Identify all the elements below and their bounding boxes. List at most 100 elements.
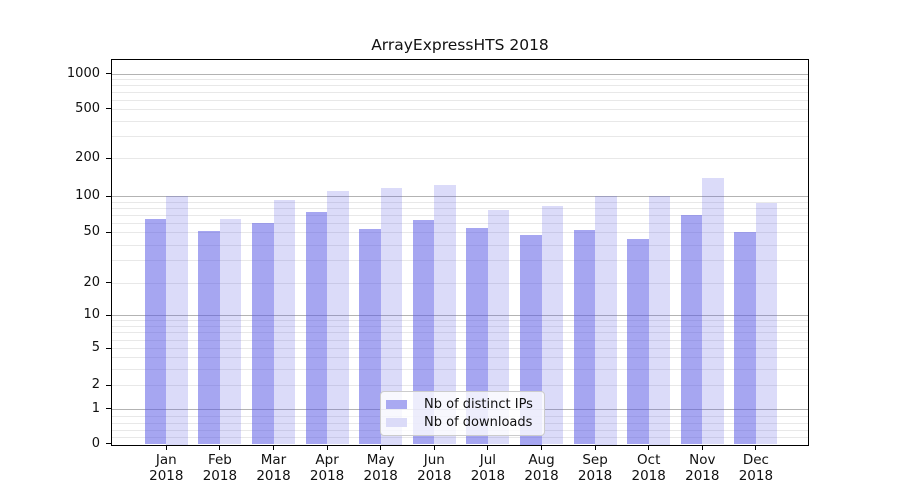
x-tick-label-jun: Jun 2018 xyxy=(417,451,452,485)
gridline-4 xyxy=(112,357,808,359)
gridline-900 xyxy=(112,79,808,80)
x-tick-feb xyxy=(219,445,221,450)
gridline-7 xyxy=(112,332,808,334)
gridline-300 xyxy=(112,136,808,138)
bar-downloads-nov xyxy=(702,177,724,445)
y-tick-label-1000: 1000 xyxy=(66,65,100,81)
gridline-200 xyxy=(112,158,808,160)
gridline-8 xyxy=(112,325,808,327)
distinct-ips-swatch-icon xyxy=(386,400,407,409)
bar-ips-jun xyxy=(412,220,435,445)
gridline-30 xyxy=(112,260,808,262)
y-tick-label-20: 20 xyxy=(83,274,100,290)
bar-downloads-oct xyxy=(648,196,671,445)
x-tick-label-jul: Jul 2018 xyxy=(470,451,506,485)
gridline-1000 xyxy=(112,73,808,75)
gridline-100 xyxy=(112,196,808,197)
y-tick-label-2: 2 xyxy=(91,377,100,393)
gridline-500 xyxy=(112,108,808,110)
x-tick-label-feb: Feb 2018 xyxy=(202,451,238,485)
legend-label-distinct-ips: Nb of distinct IPs xyxy=(424,397,533,412)
bar-downloads-jun xyxy=(434,184,456,445)
y-tick-label-50: 50 xyxy=(83,224,100,240)
y-tick-500 xyxy=(106,108,111,110)
gridline-3 xyxy=(112,368,808,370)
x-tick-sep xyxy=(594,445,596,450)
gridline-800 xyxy=(112,84,808,86)
y-tick-label-5: 5 xyxy=(91,340,100,356)
gridline-700 xyxy=(112,91,808,93)
y-tick-100 xyxy=(106,195,111,197)
x-tick-label-mar: Mar 2018 xyxy=(256,451,291,485)
bar-downloads-jan xyxy=(166,196,188,445)
y-tick-5 xyxy=(106,347,111,349)
gridline-0.2 xyxy=(112,436,808,438)
x-tick-label-may: May 2018 xyxy=(363,451,398,485)
gridline-60 xyxy=(112,222,808,224)
y-tick-50 xyxy=(106,231,111,233)
y-tick-1 xyxy=(106,408,111,410)
x-tick-nov xyxy=(701,445,703,450)
legend-item-distinct-ips: Nb of distinct IPs xyxy=(386,396,544,414)
x-tick-oct xyxy=(648,445,650,450)
bar-downloads-sep xyxy=(595,196,617,445)
gridline-400 xyxy=(112,120,808,122)
x-tick-label-sep: Sep 2018 xyxy=(577,451,613,485)
y-tick-label-0: 0 xyxy=(91,435,100,451)
x-tick-label-jan: Jan 2018 xyxy=(149,451,184,485)
x-tick-label-aug: Aug 2018 xyxy=(524,451,559,485)
gridline-9 xyxy=(112,320,808,322)
plot-area xyxy=(111,59,809,446)
bar-ips-sep xyxy=(573,230,596,445)
bar-downloads-may xyxy=(380,187,403,445)
x-tick-label-nov: Nov 2018 xyxy=(685,451,720,485)
gridline-20 xyxy=(112,282,808,284)
gridline-50 xyxy=(112,232,808,234)
bar-ips-dec xyxy=(734,232,756,445)
bar-ips-may xyxy=(359,229,381,445)
bar-ips-nov xyxy=(680,215,703,445)
legend: Nb of distinct IPs Nb of downloads xyxy=(380,391,545,436)
bar-ips-jul xyxy=(466,228,488,445)
y-tick-20 xyxy=(106,282,111,284)
y-tick-0 xyxy=(106,443,111,444)
y-tick-2 xyxy=(106,384,111,386)
x-tick-may xyxy=(380,445,382,450)
gridline-70 xyxy=(112,214,808,216)
x-tick-mar xyxy=(273,445,274,450)
x-tick-apr xyxy=(326,445,328,450)
gridline-5 xyxy=(112,348,808,350)
x-tick-jun xyxy=(433,445,435,450)
gridline-90 xyxy=(112,201,808,203)
bar-downloads-jul xyxy=(487,210,510,445)
legend-label-downloads: Nb of downloads xyxy=(424,415,533,430)
gridline-6 xyxy=(112,339,808,341)
y-tick-label-100: 100 xyxy=(75,188,100,203)
bar-downloads-dec xyxy=(755,203,778,445)
y-tick-label-500: 500 xyxy=(75,100,100,116)
x-tick-label-apr: Apr 2018 xyxy=(309,451,345,485)
downloads-swatch-icon xyxy=(386,418,407,427)
x-tick-aug xyxy=(541,445,542,450)
bar-downloads-mar xyxy=(273,199,295,445)
gridline-600 xyxy=(112,99,808,101)
x-tick-dec xyxy=(755,445,757,450)
legend-item-downloads: Nb of downloads xyxy=(386,414,544,432)
x-tick-label-oct: Oct 2018 xyxy=(631,451,666,485)
bar-ips-apr xyxy=(305,211,328,445)
y-tick-label-200: 200 xyxy=(75,150,100,166)
chart-title: ArrayExpressHTS 2018 xyxy=(371,36,549,54)
gridline-40 xyxy=(112,244,808,246)
y-tick-200 xyxy=(106,157,111,159)
bar-ips-feb xyxy=(198,231,220,445)
bar-ips-oct xyxy=(627,239,649,445)
bar-downloads-feb xyxy=(219,219,242,445)
gridline-2 xyxy=(112,385,808,387)
bar-downloads-aug xyxy=(541,205,563,445)
bar-ips-jan xyxy=(144,218,167,445)
y-tick-1000 xyxy=(106,73,111,75)
x-tick-jan xyxy=(165,445,167,450)
bar-ips-mar xyxy=(252,222,274,445)
gridline-80 xyxy=(112,207,808,209)
